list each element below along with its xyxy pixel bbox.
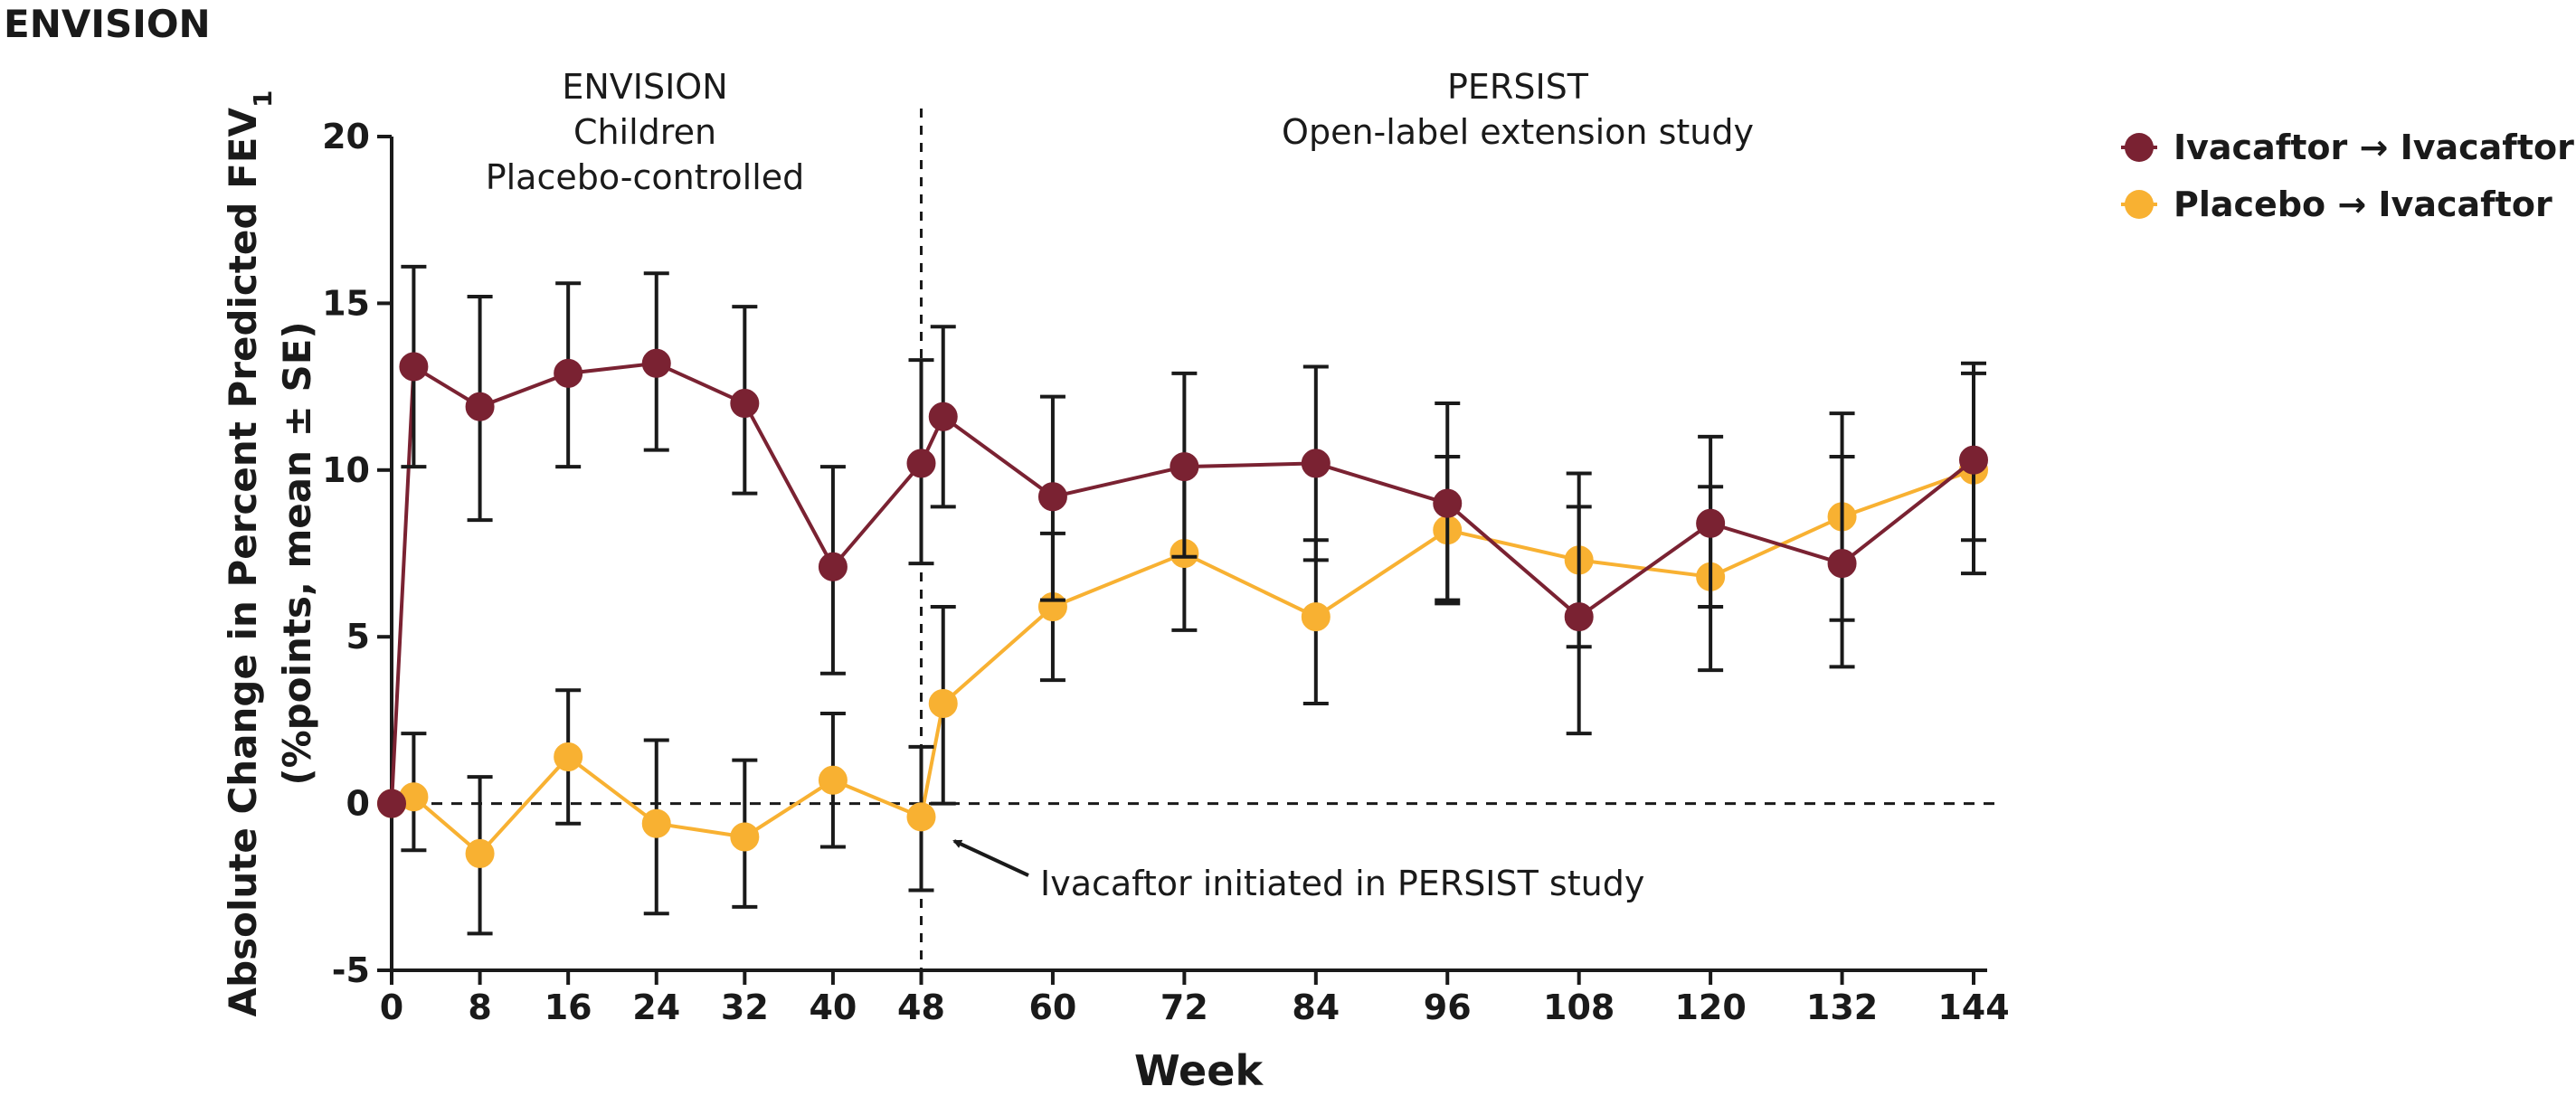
data-point	[1301, 602, 1331, 632]
y-axis-label-line1: Absolute Change in Percent Predicted FEV…	[221, 90, 278, 1017]
x-tick-label: 48	[897, 987, 945, 1027]
data-point	[377, 789, 406, 818]
data-point	[465, 392, 495, 421]
data-point	[1564, 602, 1594, 632]
legend-marker-swatch	[2125, 190, 2154, 219]
data-point	[399, 352, 429, 382]
data-point	[906, 802, 936, 832]
x-tick-label: 120	[1674, 987, 1746, 1027]
y-tick-label: 0	[346, 784, 370, 824]
data-point	[1433, 488, 1463, 518]
data-point	[1301, 449, 1331, 478]
period-header-line: PERSIST	[1447, 67, 1589, 107]
x-tick-label: 16	[545, 987, 592, 1027]
legend-item: Placebo → Ivacaftor	[2121, 184, 2552, 224]
figure-title: ENVISION	[4, 2, 211, 46]
legend-marker-swatch	[2125, 133, 2154, 162]
legend-label: Ivacaftor → Ivacaftor	[2174, 128, 2574, 167]
data-point	[730, 822, 760, 852]
annotation-text: Ivacaftor initiated in PERSIST study	[1040, 864, 1644, 903]
data-point	[1696, 508, 1726, 538]
data-point	[928, 402, 958, 431]
x-tick-label: 84	[1292, 987, 1340, 1027]
y-tick-label: 15	[322, 283, 370, 323]
data-point	[1170, 452, 1199, 482]
y-tick-label: 5	[346, 617, 370, 657]
x-tick-label: 60	[1028, 987, 1076, 1027]
y-tick-label: 20	[322, 117, 370, 156]
data-point	[928, 688, 958, 718]
x-axis-label: Week	[1134, 1046, 1264, 1095]
data-point	[641, 808, 671, 838]
data-point	[730, 389, 760, 419]
x-tick-label: 32	[721, 987, 769, 1027]
period-header-line: ENVISION	[562, 67, 727, 107]
legend-label: Placebo → Ivacaftor	[2174, 184, 2552, 224]
y-axis-label-line2: (%points, mean ± SE)	[275, 321, 319, 785]
data-point	[818, 552, 848, 581]
legend-item: Ivacaftor → Ivacaftor	[2121, 128, 2574, 167]
x-tick-label: 132	[1806, 987, 1878, 1027]
period-header-line: Children	[573, 112, 716, 152]
y-tick-label: -5	[332, 950, 370, 990]
series-0	[377, 264, 1988, 818]
data-point	[1037, 482, 1067, 512]
data-point	[641, 348, 671, 378]
data-point	[554, 358, 583, 388]
x-tick-label: 0	[380, 987, 403, 1027]
data-point	[1959, 445, 1988, 475]
x-tick-label: 96	[1424, 987, 1472, 1027]
x-tick-label: 72	[1160, 987, 1208, 1027]
x-tick-label: 108	[1543, 987, 1615, 1027]
period-header-line: Open-label extension study	[1282, 112, 1754, 152]
data-point	[554, 742, 583, 771]
y-tick-label: 10	[322, 450, 370, 490]
x-tick-label: 8	[468, 987, 491, 1027]
data-point	[465, 838, 495, 868]
y-axis-label-subscript: 1	[248, 90, 278, 108]
data-point	[906, 449, 936, 478]
annotation-arrow	[952, 839, 1029, 877]
period-header-line: Placebo-controlled	[486, 157, 805, 197]
x-tick-label: 144	[1937, 987, 2009, 1027]
data-point	[1827, 549, 1857, 579]
x-tick-label: 24	[632, 987, 680, 1027]
x-tick-label: 40	[809, 987, 857, 1027]
data-point	[818, 765, 848, 795]
